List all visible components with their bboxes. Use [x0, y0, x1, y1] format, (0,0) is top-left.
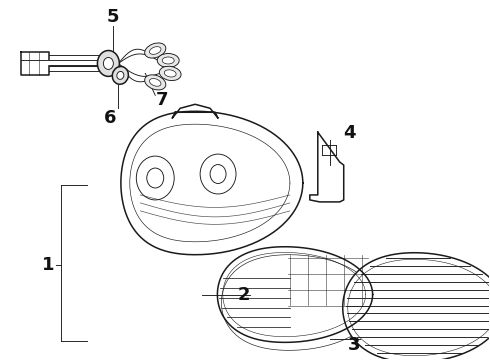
- Ellipse shape: [117, 71, 124, 79]
- Text: 3: 3: [347, 336, 360, 354]
- Text: 5: 5: [107, 8, 120, 26]
- Polygon shape: [218, 247, 372, 342]
- Ellipse shape: [149, 78, 161, 86]
- Text: 1: 1: [42, 256, 55, 274]
- Polygon shape: [343, 253, 490, 360]
- Polygon shape: [172, 104, 218, 118]
- Ellipse shape: [103, 58, 113, 69]
- Ellipse shape: [145, 43, 166, 58]
- Text: 6: 6: [104, 109, 117, 127]
- Text: 7: 7: [156, 91, 169, 109]
- Ellipse shape: [149, 47, 161, 54]
- Text: 2: 2: [238, 285, 250, 303]
- Text: 4: 4: [343, 124, 356, 142]
- Polygon shape: [21, 53, 49, 75]
- Ellipse shape: [159, 66, 181, 81]
- Ellipse shape: [162, 57, 174, 64]
- Ellipse shape: [157, 54, 179, 67]
- Ellipse shape: [112, 67, 128, 84]
- Polygon shape: [310, 132, 343, 202]
- Ellipse shape: [98, 50, 120, 76]
- Ellipse shape: [145, 75, 166, 90]
- Ellipse shape: [164, 70, 176, 77]
- Polygon shape: [121, 111, 303, 255]
